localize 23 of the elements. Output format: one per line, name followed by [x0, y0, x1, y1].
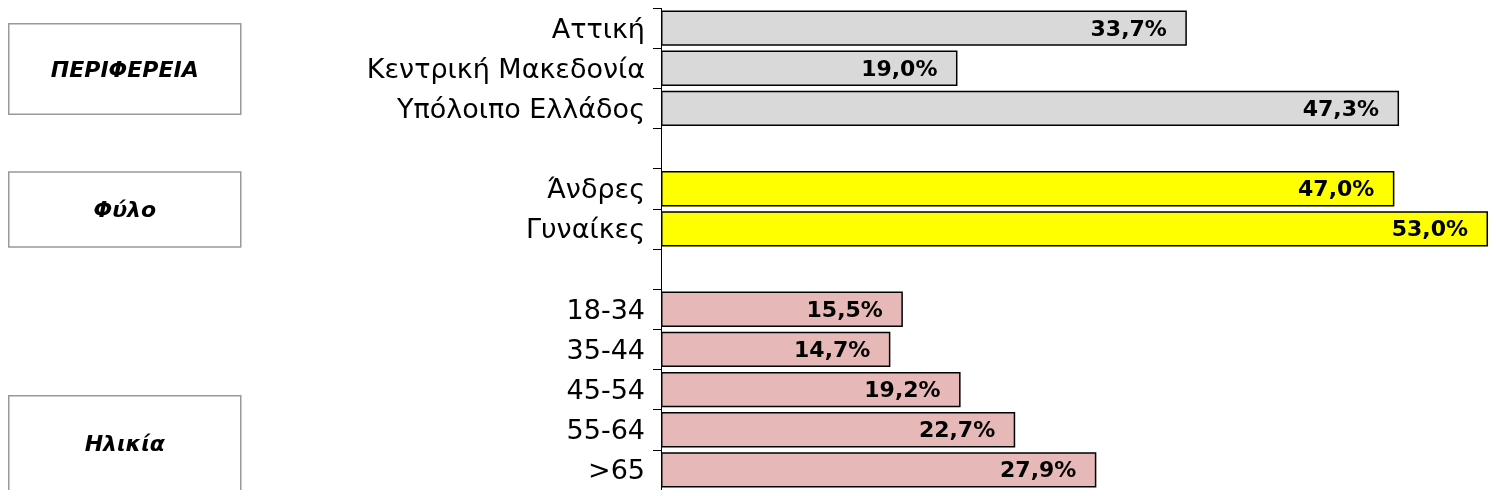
y-tick-label: 18-34 — [566, 293, 645, 325]
data-label: 19,2% — [864, 377, 941, 403]
data-label: 27,9% — [1000, 457, 1077, 483]
y-tick-label: Γυναίκες — [525, 213, 645, 245]
text: Φύλο — [93, 197, 157, 223]
data-label: 47,3% — [1302, 95, 1380, 121]
data-label: 47,0% — [1298, 176, 1375, 202]
y-tick-label: 55-64 — [566, 414, 645, 446]
data-label: 33,7% — [1090, 15, 1167, 41]
y-tick-label: 35-44 — [566, 333, 645, 365]
y-tick-label: >65 — [588, 454, 645, 486]
y-tick-label: Υπόλοιπο Ελλάδος — [396, 92, 645, 124]
y-tick-label: 45-54 — [566, 374, 645, 406]
text: Ηλικία — [84, 430, 166, 456]
data-label: 15,5% — [806, 296, 883, 322]
data-label: 19,0% — [861, 55, 938, 81]
text: ΠΕΡΙΦΕΡΕΙΑ — [50, 56, 199, 82]
y-tick-label: Άνδρες — [547, 173, 645, 205]
data-label: 22,7% — [918, 417, 996, 443]
data-label: 53,0% — [1391, 216, 1468, 242]
y-tick-label: Αττική — [551, 12, 645, 44]
data-label: 14,7% — [794, 336, 871, 362]
y-tick-label: Κεντρική Μακεδονία — [366, 52, 645, 84]
